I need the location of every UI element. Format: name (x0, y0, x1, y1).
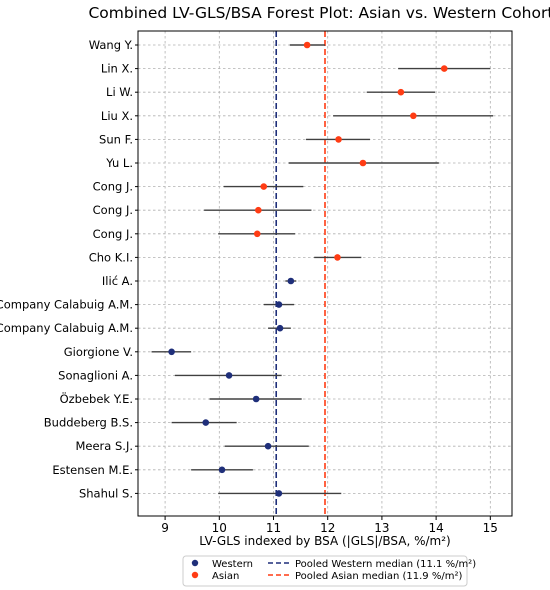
western-point (287, 277, 295, 285)
study-label: Giorgione V. (64, 345, 133, 359)
asian-point (397, 88, 405, 96)
asian-point (255, 206, 262, 214)
study-row: Company Calabuig A.M. (0, 321, 291, 335)
study-row: Yu L. (105, 156, 439, 170)
study-row: Meera S.J. (75, 439, 309, 453)
x-axis-label: LV-GLS indexed by BSA (|GLS|/BSA, %/m²) (199, 534, 451, 548)
legend-label: Pooled Western median (11.1 %/m²) (295, 559, 476, 570)
x-tick-label: 9 (161, 521, 169, 535)
study-label: Cong J. (93, 227, 133, 241)
western-point (252, 395, 260, 403)
study-label: Cho K.I. (89, 250, 133, 264)
x-tick-label: 13 (374, 521, 389, 535)
asian-point (303, 41, 311, 49)
western-point (264, 442, 272, 450)
legend-label: Western (212, 559, 253, 570)
study-label: Sonaglioni A. (58, 368, 133, 382)
study-row: Özbebek Y.E. (60, 390, 302, 406)
study-label: Yu L. (105, 156, 133, 170)
study-label: Company Calabuig A.M. (0, 298, 133, 312)
legend-marker (191, 571, 199, 579)
asian-point (359, 159, 367, 167)
study-row: Cong J. (93, 203, 312, 217)
study-label: Cong J. (93, 203, 133, 217)
plot-frame (137, 30, 513, 517)
study-row: Sonaglioni A. (58, 368, 282, 382)
study-label: Shahul S. (79, 486, 133, 500)
x-tick-label: 15 (483, 521, 498, 535)
study-row: Company Calabuig A.M. (0, 298, 295, 312)
legend-box (182, 555, 468, 587)
study-label: Estensen M.E. (52, 463, 133, 477)
western-point (168, 348, 175, 356)
asian-point (335, 136, 342, 143)
study-label: Cong J. (93, 180, 133, 194)
study-label: Sun F. (99, 132, 133, 146)
legend-marker (191, 559, 199, 567)
x-axis-ticks: 9 10 11 12 13 14 15 (161, 516, 498, 535)
asian-point (253, 230, 261, 238)
legend-label: Asian (212, 571, 239, 582)
study-row: Lin X. (101, 62, 491, 76)
x-tick-label: 11 (266, 521, 281, 535)
x-tick-label: 12 (320, 521, 335, 535)
x-tick-label: 14 (428, 521, 443, 535)
western-point (276, 324, 284, 332)
study-label: Ilić A. (102, 274, 133, 288)
study-row: Buddeberg B.S. (44, 416, 237, 430)
study-label: Buddeberg B.S. (44, 416, 133, 430)
study-row: Giorgione V. (64, 345, 192, 359)
western-point (202, 419, 210, 426)
study-label: Liu X. (101, 109, 133, 123)
legend-label: Pooled Asian median (11.9 %/m²) (295, 571, 462, 582)
study-label: Li W. (106, 85, 133, 99)
study-label: Lin X. (101, 62, 133, 76)
study-label: Company Calabuig A.M. (0, 321, 133, 335)
western-point (275, 301, 283, 308)
study-rows: Wang Y. Lin X. Li W. Liu X. Sun F. Yu L. Cong … (0, 38, 494, 500)
study-row: Estensen M.E. (52, 463, 253, 477)
study-label: Wang Y. (89, 38, 133, 52)
study-row: Liu X. (101, 109, 494, 123)
chart-title: Combined LV-GLS/BSA Forest Plot: Asian v… (88, 4, 550, 22)
asian-point (440, 65, 448, 72)
study-row: Wang Y. (89, 38, 325, 52)
study-row: Ilić A. (102, 274, 297, 288)
study-row: Cho K.I. (89, 250, 362, 264)
study-row: Cong J. (93, 180, 304, 194)
western-point (218, 466, 226, 474)
asian-point (260, 183, 268, 190)
x-tick-label: 10 (212, 521, 227, 535)
study-row: Sun F. (99, 132, 370, 146)
western-point (275, 490, 283, 497)
study-label: Meera S.J. (75, 439, 133, 453)
study-row: Shahul S. (79, 486, 342, 500)
western-point (225, 372, 233, 379)
study-label: Özbebek Y.E. (60, 390, 133, 406)
study-row: Cong J. (93, 227, 296, 241)
asian-point (334, 254, 341, 261)
reference-lines (275, 31, 326, 516)
asian-point (410, 112, 417, 120)
